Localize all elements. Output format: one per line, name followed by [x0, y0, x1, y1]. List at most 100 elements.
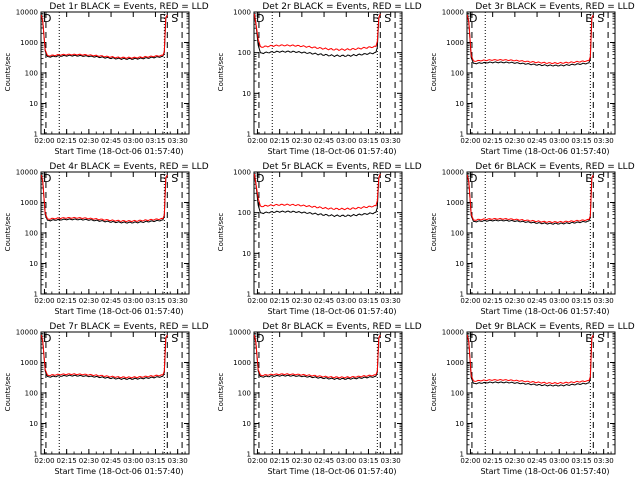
y-tick-label: 1	[460, 451, 464, 459]
lld-series-line	[40, 334, 168, 379]
y-tick-label: 100	[25, 230, 38, 238]
events-series-line	[466, 174, 594, 225]
marker-S: S	[384, 172, 391, 185]
y-tick-label: 10000	[16, 9, 38, 17]
marker-E: E	[585, 172, 592, 185]
marker-S: S	[171, 172, 178, 185]
y-tick-label: 10	[242, 90, 251, 98]
y-tick-label: 100	[238, 209, 251, 217]
x-tick-label: 02:15	[483, 457, 503, 465]
lld-series-line	[40, 14, 168, 59]
events-series-line	[40, 174, 168, 224]
marker-E: E	[372, 332, 379, 345]
panel-title: Det 7r BLACK = Events, RED = LLD	[49, 322, 209, 332]
marker-D: D	[256, 172, 264, 185]
lld-series-line	[253, 173, 381, 211]
plot-svg: 1 10 100 1000 10000 02:00 02:15 02:30 02:45 03:00…	[229, 329, 403, 465]
lld-series-line	[466, 334, 594, 385]
panel-title: Det 2r BLACK = Events, RED = LLD	[262, 2, 422, 12]
y-tick-label: 1	[34, 451, 38, 459]
x-tick-label: 02:00	[460, 297, 480, 305]
y-tick-label: 1000	[20, 199, 38, 207]
plot-svg: 1 10 100 1000 02:00 02:15 02:30 02:45 03:00 03:15…	[233, 9, 403, 145]
x-tick-label: 03:00	[123, 297, 143, 305]
marker-D: D	[256, 332, 264, 345]
marker-E: E	[159, 332, 166, 345]
plot-frame	[253, 171, 403, 295]
x-tick-label: 02:45	[314, 297, 334, 305]
marker-S: S	[171, 12, 178, 25]
marker-S: S	[597, 172, 604, 185]
x-tick-label: 02:30	[292, 137, 312, 145]
x-tick-label: 02:30	[505, 457, 525, 465]
y-tick-label: 100	[451, 70, 464, 78]
x-tick-label: 03:00	[549, 137, 569, 145]
x-tick-label: 02:45	[101, 457, 121, 465]
x-tick-label: 03:15	[571, 137, 591, 145]
x-tick-label: 02:45	[101, 137, 121, 145]
y-tick-label: 100	[25, 70, 38, 78]
x-tick-label: 02:00	[247, 457, 267, 465]
marker-D: D	[469, 172, 477, 185]
marker-S: S	[597, 12, 604, 25]
y-tick-label: 100	[451, 390, 464, 398]
y-tick-label: 1	[34, 291, 38, 299]
x-tick-label: 02:30	[79, 297, 99, 305]
x-tick-label: 03:30	[168, 457, 188, 465]
y-tick-label: 10	[29, 100, 38, 108]
y-tick-label: 10000	[442, 169, 464, 177]
x-tick-label: 03:30	[594, 457, 614, 465]
y-tick-label: 1000	[233, 169, 251, 177]
marker-S: S	[384, 12, 391, 25]
x-axis-label: Start Time (18-Oct-06 01:57:40)	[267, 147, 397, 156]
x-tick-label: 03:30	[381, 457, 401, 465]
x-tick-label: 02:00	[460, 457, 480, 465]
detector-panel-5: Det 5r BLACK = Events, RED = LLD Start Ti…	[213, 160, 426, 320]
y-tick-label: 10000	[442, 329, 464, 337]
x-tick-label: 02:45	[527, 137, 547, 145]
panel-title: Det 8r BLACK = Events, RED = LLD	[262, 322, 422, 332]
x-tick-label: 03:00	[123, 457, 143, 465]
y-tick-label: 10000	[16, 169, 38, 177]
x-tick-label: 02:00	[34, 457, 54, 465]
x-tick-label: 03:15	[571, 457, 591, 465]
y-tick-label: 1000	[233, 9, 251, 17]
x-tick-label: 02:30	[79, 457, 99, 465]
events-series-line	[466, 14, 594, 67]
lld-series-line	[466, 174, 594, 224]
x-axis-label: Start Time (18-Oct-06 01:57:40)	[480, 147, 610, 156]
x-axis-label: Start Time (18-Oct-06 01:57:40)	[480, 307, 610, 316]
detector-panel-7: Det 7r BLACK = Events, RED = LLD Start Ti…	[0, 320, 213, 480]
panel-title: Det 1r BLACK = Events, RED = LLD	[49, 2, 209, 12]
y-tick-label: 100	[25, 390, 38, 398]
events-series-line	[253, 334, 381, 380]
x-tick-label: 03:30	[594, 297, 614, 305]
marker-S: S	[597, 332, 604, 345]
x-tick-label: 02:15	[270, 457, 290, 465]
y-tick-label: 1	[247, 131, 251, 139]
x-tick-label: 03:15	[145, 297, 165, 305]
panel-title: Det 5r BLACK = Events, RED = LLD	[262, 162, 422, 172]
plot-svg: 1 10 100 1000 02:00 02:15 02:30 02:45 03:00 03:15…	[233, 169, 403, 305]
lld-series-line	[40, 174, 168, 223]
marker-E: E	[585, 332, 592, 345]
y-tick-label: 1000	[20, 359, 38, 367]
detector-panel-2: Det 2r BLACK = Events, RED = LLD Start Ti…	[213, 0, 426, 160]
x-tick-label: 03:15	[358, 297, 378, 305]
x-tick-label: 03:30	[594, 137, 614, 145]
x-tick-label: 02:45	[527, 457, 547, 465]
marker-D: D	[43, 332, 51, 345]
plot-svg: 1 10 100 1000 10000 02:00 02:15 02:30 02:45 03:00…	[16, 9, 190, 145]
x-tick-label: 03:15	[571, 297, 591, 305]
marker-E: E	[372, 12, 379, 25]
y-tick-label: 1000	[20, 39, 38, 47]
x-tick-label: 02:45	[527, 297, 547, 305]
y-tick-label: 1000	[446, 359, 464, 367]
x-tick-label: 03:15	[145, 457, 165, 465]
x-axis-label: Start Time (18-Oct-06 01:57:40)	[267, 467, 397, 476]
marker-D: D	[43, 12, 51, 25]
marker-S: S	[384, 332, 391, 345]
y-tick-label: 10	[242, 250, 251, 258]
events-series-line	[40, 334, 168, 380]
